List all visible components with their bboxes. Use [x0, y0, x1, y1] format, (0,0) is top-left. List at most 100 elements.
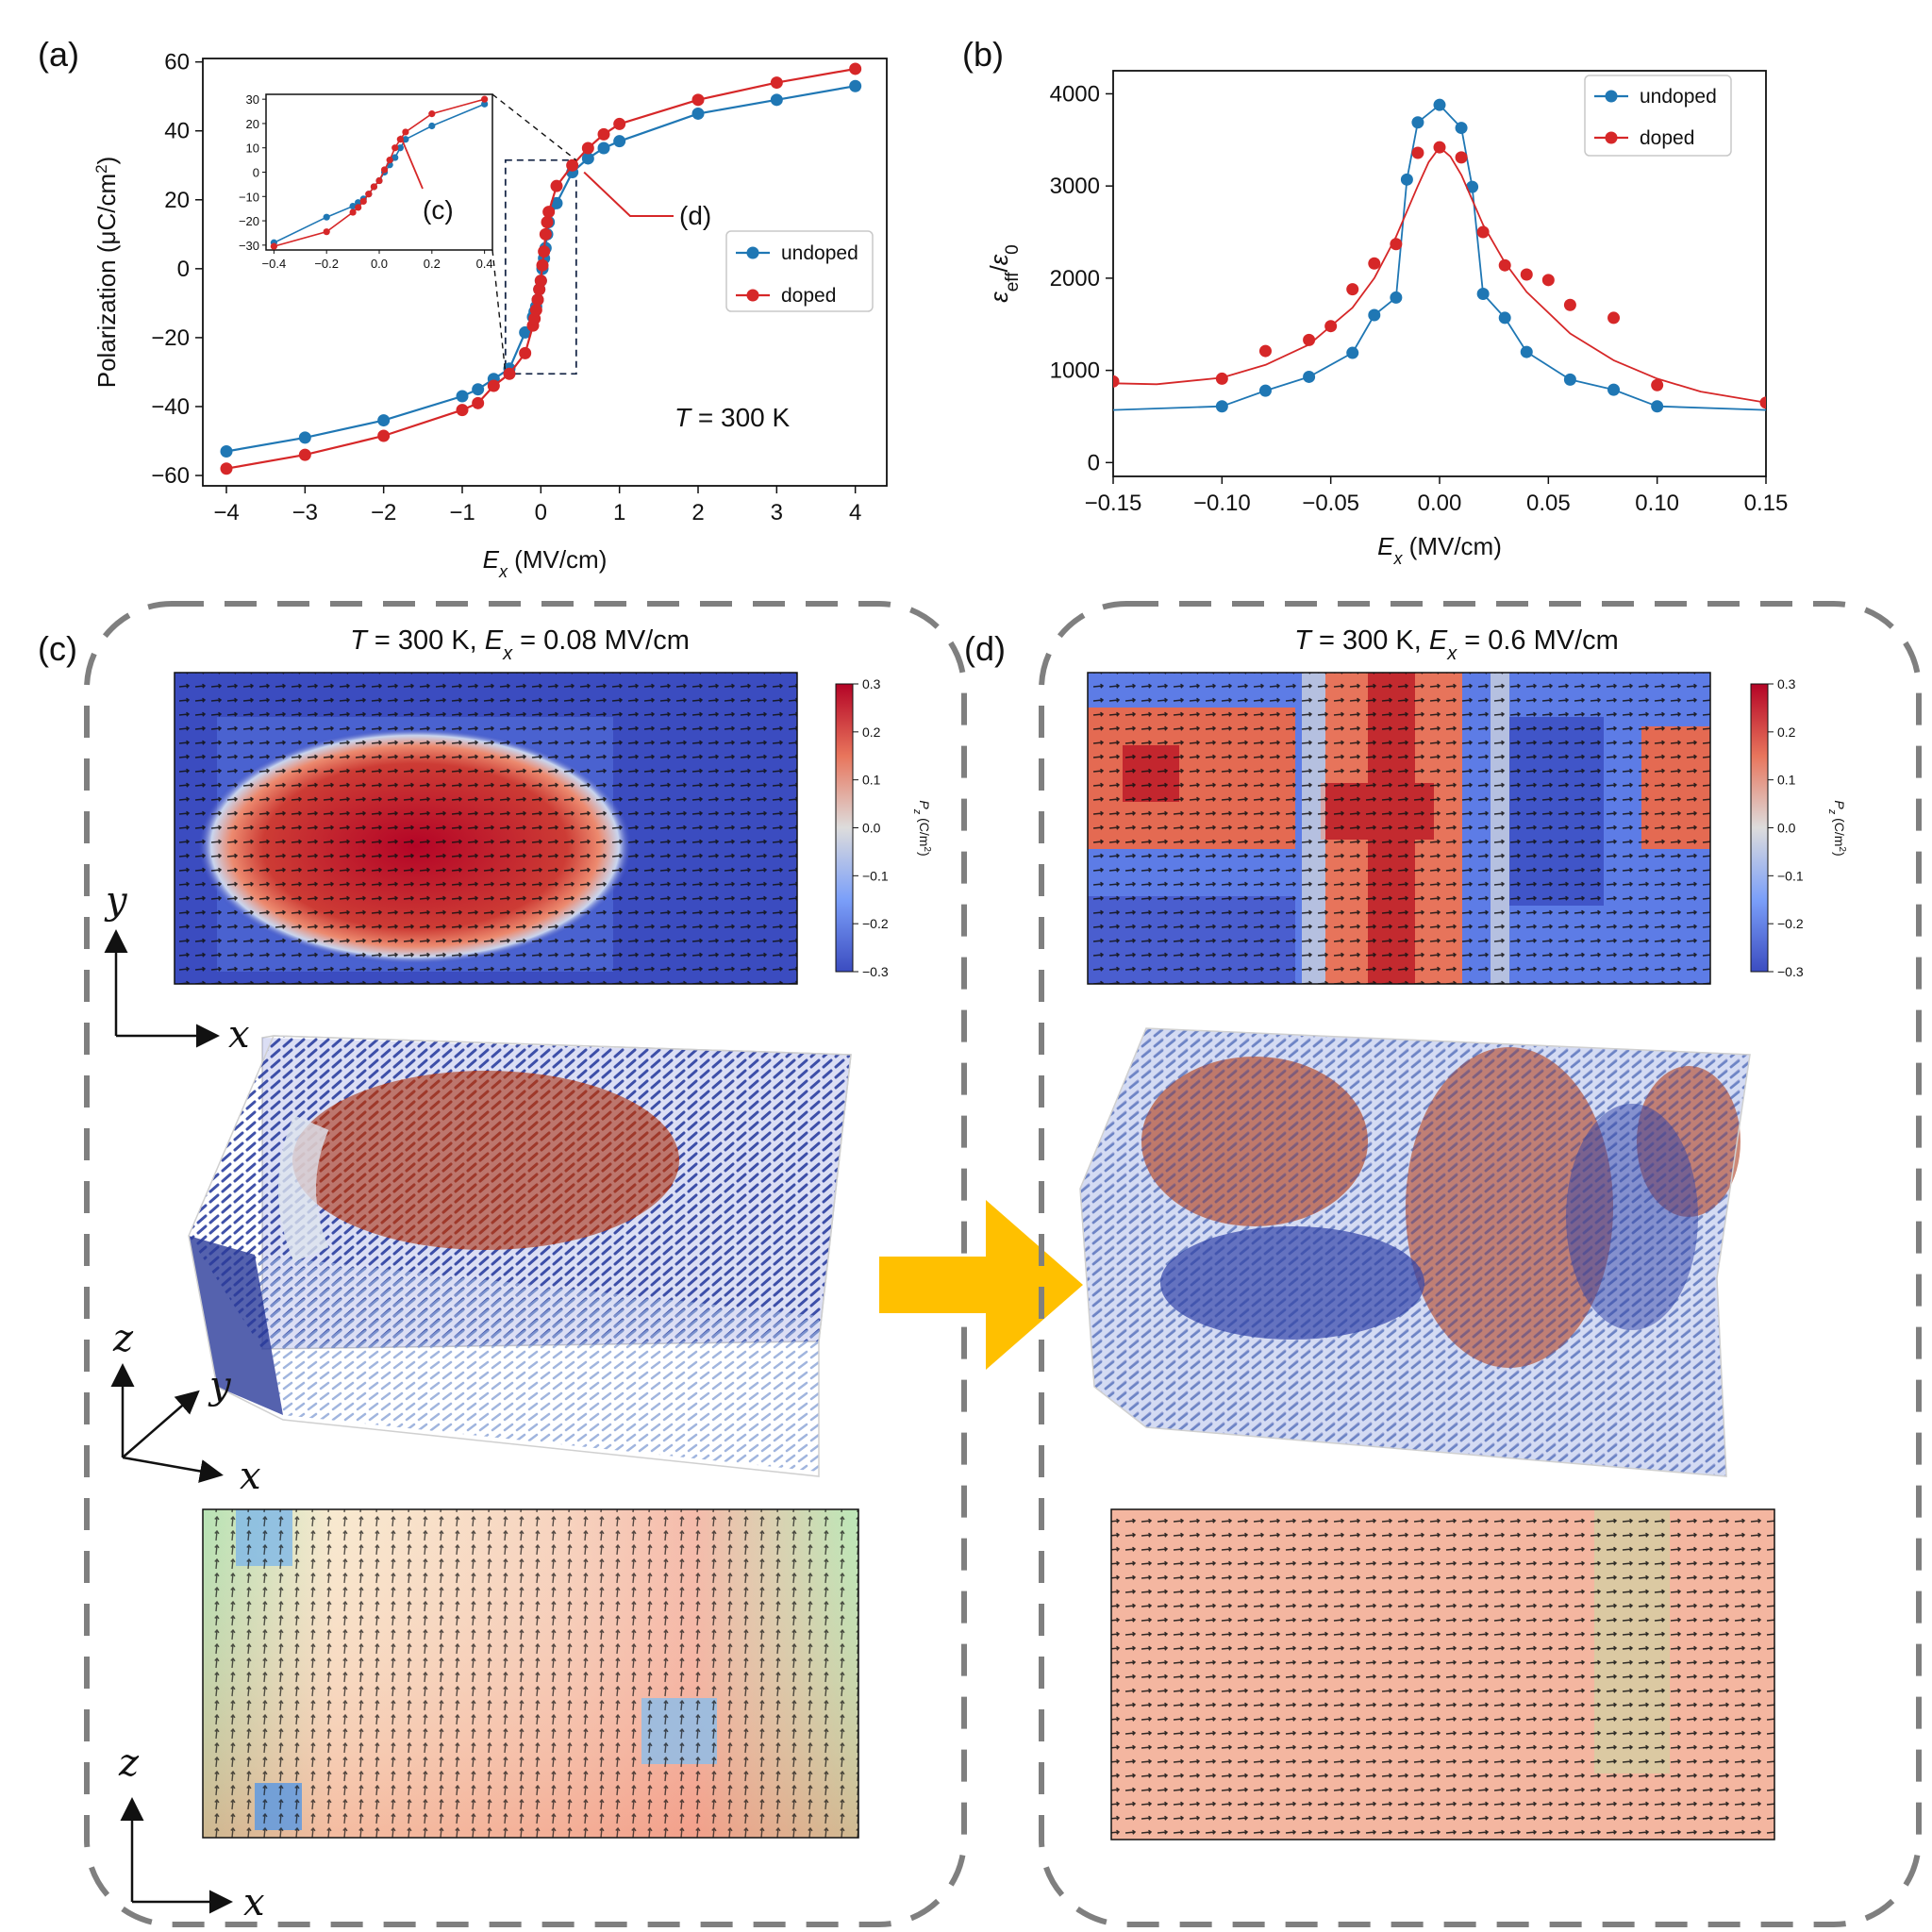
chart-a-point-undoped — [377, 414, 391, 427]
chart-a-point-doped — [536, 258, 549, 272]
chart-a-legend-marker — [746, 246, 759, 259]
chart-b-xtick-label: 0.10 — [1635, 491, 1679, 516]
chart-b-point-doped — [1476, 225, 1490, 239]
chart-a-xtick-label: −4 — [213, 500, 239, 525]
chart-a-xtick-label: 1 — [613, 500, 625, 525]
chart-a-inset-point-doped — [323, 228, 330, 236]
chart-a-point-doped — [541, 216, 554, 229]
chart-a-ytick-label: 0 — [177, 257, 190, 282]
chart-b-point-undoped — [1368, 308, 1381, 322]
chart-a-inset-point-doped — [391, 144, 399, 152]
chart-a-inset-point-doped — [428, 110, 436, 118]
chart-a-ytick-label: 40 — [164, 119, 190, 144]
chart-a-inset-point-doped — [270, 242, 277, 250]
chart-a-inset-point-doped — [349, 208, 357, 216]
chart-b-point-doped — [1303, 333, 1316, 346]
chart-a-xtick-label: 2 — [691, 500, 704, 525]
chart-b-ytick-label: 4000 — [1050, 81, 1100, 107]
chart-a-ytick-label: 20 — [164, 188, 190, 213]
chart-a-inset-xtick-label: 0.2 — [424, 257, 441, 271]
chart-b-point-undoped — [1455, 122, 1468, 135]
chart-a-xtick-label: 4 — [849, 500, 861, 525]
chart-a-inset-frame — [265, 93, 493, 251]
chart-a-inset-point-doped — [370, 183, 378, 191]
panel-c-3d-polarization-box — [188, 1035, 852, 1477]
axis-x-label-xz: x — [243, 1881, 265, 1924]
chart-a-inset-ytick-label: 20 — [246, 117, 259, 131]
chart-b: −0.15 −0.10 −0.05 0.00 0.05 0.10 0.15 0 1000 2000… — [985, 70, 1788, 568]
chart-a-ytick-label: −20 — [151, 325, 190, 351]
panel-c-colorbar: 0.3 0.2 0.1 0.0 −0.1 −0.2 −0.3 Pz (C/m2) — [835, 676, 933, 979]
chart-b-point-doped — [1563, 298, 1576, 311]
chart-a-inset-callout-c: (c) — [423, 195, 454, 225]
chart-b-point-doped — [1368, 257, 1381, 270]
chart-a-ytick-label: −60 — [151, 463, 190, 489]
chart-a-inset-point-undoped — [323, 213, 330, 221]
chart-b-point-undoped — [1400, 173, 1413, 186]
chart-b-point-doped — [1113, 375, 1120, 388]
chart-a-xlabel: Ex (MV/cm) — [483, 545, 608, 581]
chart-a-point-doped — [566, 158, 579, 172]
axis-z-label-xz: z — [118, 1741, 140, 1785]
chart-a-point-undoped — [550, 196, 563, 209]
chart-a-point-undoped — [597, 142, 610, 155]
chart-b-point-undoped — [1466, 180, 1479, 193]
chart-a-xtick-label: 0 — [535, 500, 547, 525]
chart-a-xtick-label: 3 — [771, 500, 783, 525]
chart-a-inset-point-doped — [365, 191, 373, 198]
chart-a-ylabel: Polarization (μC/cm2) — [92, 157, 122, 389]
chart-a-point-doped — [220, 462, 233, 475]
chart-a-inset-callout-line — [399, 135, 424, 190]
chart-b-point-undoped — [1607, 383, 1621, 396]
chart-a-xtick-label: −2 — [371, 500, 396, 525]
panel-d-xz-heatmap — [1110, 1508, 1775, 1840]
chart-a-point-undoped — [220, 444, 233, 458]
panel-d-colorbar: 0.3 0.2 0.1 0.0 −0.1 −0.2 −0.3 Pz (C/m2) — [1750, 676, 1848, 979]
chart-b-point-doped — [1258, 344, 1272, 358]
chart-b-point-doped — [1541, 274, 1555, 287]
chart-b-point-doped — [1651, 378, 1664, 391]
chart-b-series-doped — [1113, 141, 1766, 409]
chart-a-point-undoped — [456, 390, 469, 403]
chart-b-point-undoped — [1346, 346, 1359, 359]
chart-a-point-doped — [581, 142, 594, 155]
chart-a-ytick-label: −40 — [151, 394, 190, 420]
chart-a-inset-point-doped — [386, 157, 393, 164]
chart-a-point-undoped — [613, 135, 626, 148]
panel-d-colorbar-tick-label: 0.2 — [1777, 724, 1796, 740]
chart-a-point-doped — [770, 76, 783, 90]
chart-b-point-doped — [1411, 146, 1424, 159]
chart-b-point-doped — [1324, 320, 1338, 333]
chart-a-inset-point-doped — [359, 197, 367, 206]
chart-a-inset-point-doped — [375, 176, 383, 185]
panel-c-colorbar-tick-label: 0.3 — [862, 676, 881, 691]
chart-b-point-doped — [1215, 372, 1228, 385]
panel-c-xy-heatmap — [174, 672, 798, 985]
panel-c-title: T = 300 K, Ex = 0.08 MV/cm — [350, 625, 690, 664]
panel-d-colorbar-tick-label: 0.3 — [1777, 676, 1796, 691]
chart-a-point-undoped — [849, 79, 862, 92]
panel-label-c: (c) — [38, 629, 77, 668]
chart-b-legend-label: undoped — [1640, 86, 1717, 108]
axis-x-label: x — [228, 1013, 250, 1057]
chart-a-zoom-box — [504, 158, 577, 375]
panel-d-colorbar-label: Pz (C/m2) — [1826, 800, 1848, 856]
chart-a-inset-ytick-label: 30 — [246, 92, 259, 107]
chart-a-inset-connector — [491, 249, 507, 375]
chart-a-point-doped — [849, 62, 862, 75]
panel-c-xz-axes-indicator: z x — [118, 1741, 265, 1924]
chart-a-point-doped — [542, 206, 556, 219]
panel-d-colorbar-tick-label: −0.2 — [1777, 916, 1804, 931]
chart-b-xtick-label: −0.10 — [1193, 491, 1251, 516]
chart-a-inset-ytick-label: −30 — [239, 239, 259, 253]
chart-b-xtick-label: 0.00 — [1418, 491, 1462, 516]
chart-a-ytick-label: 60 — [164, 50, 190, 75]
chart-a-inset-connector — [491, 93, 577, 161]
chart-b-ytick-label: 0 — [1088, 450, 1100, 475]
chart-b-point-doped — [1433, 141, 1446, 154]
chart-a-point-doped — [597, 127, 610, 141]
chart-a-point-undoped — [770, 93, 783, 107]
chart-b-point-undoped — [1520, 345, 1533, 358]
chart-a-inset-point-doped — [402, 128, 409, 136]
